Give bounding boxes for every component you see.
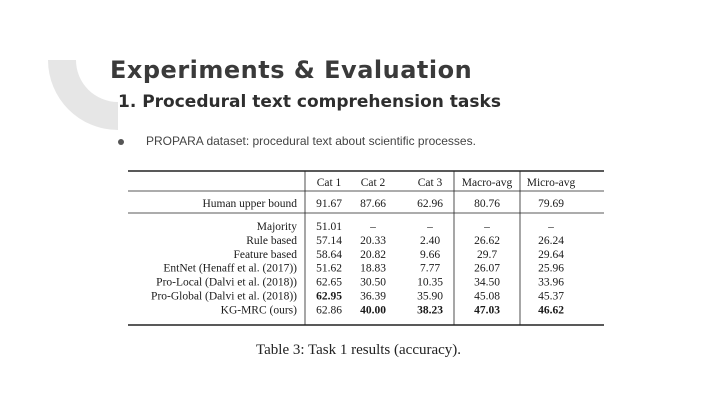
bullet-dot-icon [118,139,124,145]
table-row-label: EntNet (Henaff et al. (2017)) [163,263,297,275]
section-subtitle: 1. Procedural text comprehension tasks [118,92,501,112]
table-row-label: Rule based [246,235,297,247]
table-cell: 7.77 [420,263,440,275]
table-column-header: Cat 2 [361,177,386,189]
table-cell: 2.40 [420,235,440,247]
table-cell: 29.64 [538,249,564,261]
table-cell: 47.03 [474,304,500,316]
table-cell: 45.08 [474,291,500,303]
table-cell: 87.66 [360,198,386,210]
bullet-text: PROPARA dataset: procedural text about s… [146,134,476,148]
table-column-header: Micro-avg [527,177,576,189]
table-cell: 33.96 [538,277,564,289]
table-cell: – [369,221,376,233]
table-cell: 62.95 [316,291,342,303]
table-caption: Table 3: Task 1 results (accuracy). [256,342,462,358]
results-table: Cat 1 Cat 2 Cat 3 Macro-avg Micro-avg Human u… [128,170,604,327]
table-cell: 25.96 [538,263,564,275]
table-cell: 36.39 [360,291,386,303]
table-row-label: Pro-Global (Dalvi et al. (2018)) [151,291,297,303]
table-cell: – [547,221,554,233]
table-cell: 62.86 [316,304,342,316]
table-cell: 79.69 [538,198,564,210]
table-cell: 10.35 [417,277,443,289]
table-cell: 26.62 [474,235,500,247]
table-cell: – [426,221,433,233]
decorative-arc [48,60,118,130]
table-cell: 62.65 [316,277,342,289]
table-cell: 40.00 [360,304,386,316]
table-column-header: Macro-avg [462,177,513,189]
table-cell: 38.23 [417,304,443,316]
table-row-label: Human upper bound [202,198,297,210]
table-cell: 30.50 [360,277,386,289]
table-cell: 29.7 [477,249,497,261]
table-cell: 45.37 [538,291,564,303]
slide-title: Experiments & Evaluation [110,56,473,84]
results-table-svg: Cat 1 Cat 2 Cat 3 Macro-avg Micro-avg Human u… [128,170,604,326]
table-row-label: Pro-Local (Dalvi et al. (2018)) [156,277,297,289]
table-cell: 80.76 [474,198,500,210]
table-column-header: Cat 1 [317,177,342,189]
table-cell: 9.66 [420,249,440,261]
table-cell: 35.90 [417,291,443,303]
table-cell: 62.96 [417,198,443,210]
table-row-label: KG-MRC (ours) [221,304,298,316]
table-row-label: Feature based [233,249,297,261]
table-cell: 34.50 [474,277,500,289]
table-cell: 57.14 [316,235,342,247]
table-cell: 46.62 [538,304,564,316]
table-cell: 51.62 [316,263,342,275]
table-cell: 20.82 [360,249,386,261]
table-row-label: Majority [257,221,297,233]
table-cell: 58.64 [316,249,342,261]
table-cell: 20.33 [360,235,386,247]
table-cell: 26.24 [538,235,564,247]
table-column-header: Cat 3 [418,177,443,189]
table-cell: 51.01 [316,221,342,233]
table-cell: – [483,221,490,233]
table-cell: 18.83 [360,263,386,275]
table-cell: 26.07 [474,263,500,275]
table-cell: 91.67 [316,198,342,210]
